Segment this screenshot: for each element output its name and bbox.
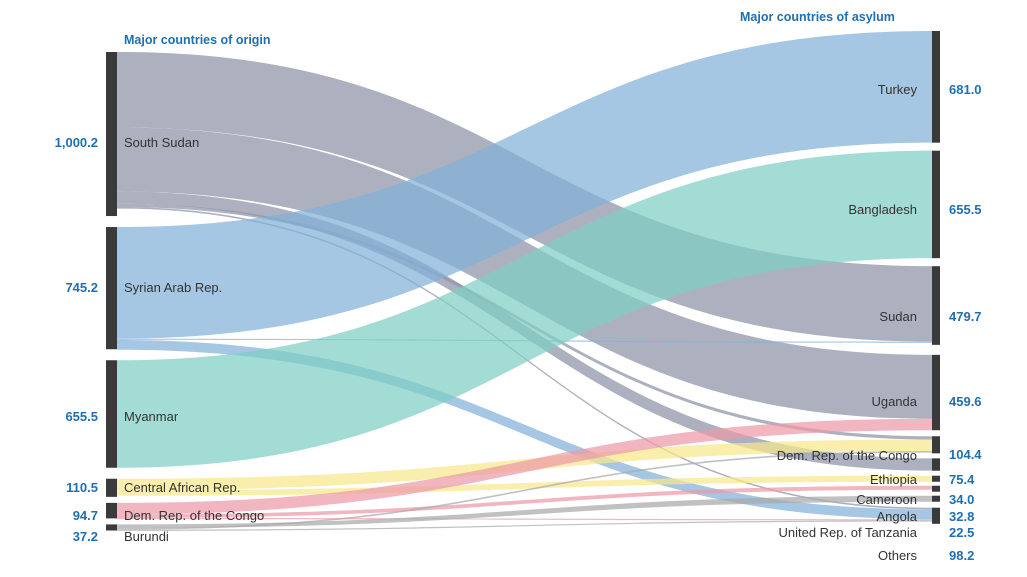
origin-bar-syria [106, 227, 117, 350]
asylum-value-turkey: 681.0 [949, 82, 982, 97]
origin-bar-south_sudan [106, 52, 117, 217]
asylum-value-tanzania: 22.5 [949, 525, 975, 540]
asylum-label-ethiopia: Ethiopia [870, 472, 917, 487]
asylum-label-tanzania: United Rep. of Tanzania [778, 525, 917, 540]
asylum-value-angola: 32.8 [949, 509, 975, 524]
origin-value-syria: 745.2 [65, 280, 98, 295]
origin-label-syria: Syrian Arab Rep. [124, 280, 223, 295]
flow-syria-to-others [117, 339, 932, 520]
flow-burundi-to-others [117, 520, 932, 531]
flow-drc-to-others [117, 517, 932, 521]
flow-drc-to-uganda [117, 418, 932, 515]
asylum-value-others: 98.2 [949, 548, 975, 563]
asylum-bar-angola [932, 485, 940, 492]
flow-drc-to-angola [117, 485, 932, 518]
origin-value-south-sudan: 1,000.2 [54, 135, 98, 150]
asylum-header: Major countries of asylum [740, 10, 895, 24]
origin-value-burundi: 37.2 [72, 529, 98, 544]
asylum-label-sudan: Sudan [879, 309, 917, 324]
flow-links [117, 31, 932, 531]
origin-label-car: Central African Rep. [124, 480, 241, 495]
asylum-label-others: Others [877, 548, 917, 563]
origin-label-south-sudan: South Sudan [124, 135, 200, 150]
origin-bar-drc [106, 502, 117, 519]
flow-burundi-to-tanzania [117, 495, 932, 529]
origin-label-drc: Dem. Rep. of the Congo [124, 508, 265, 523]
asylum-value-sudan: 479.7 [949, 309, 982, 324]
asylum-bar-turkey [932, 31, 940, 143]
asylum-bar-bangladesh [932, 150, 940, 259]
asylum-label-turkey: Turkey [877, 82, 917, 97]
origin-label-myanmar: Myanmar [124, 409, 179, 424]
asylum-value-bangladesh: 655.5 [949, 202, 982, 217]
flow-myanmar-to-bangladesh [117, 150, 932, 468]
origin-header: Major countries of origin [124, 33, 271, 47]
origin-value-car: 110.5 [66, 480, 98, 495]
origin-value-myanmar: 655.5 [65, 409, 98, 424]
asylum-value-cameroon: 34.0 [949, 492, 975, 507]
node-bars [106, 31, 940, 531]
asylum-bar-others [932, 507, 940, 524]
flow-car-to-cameroon [117, 475, 932, 496]
asylum-label-drc: Dem. Rep. of the Congo [776, 448, 917, 463]
asylum-bar-ethiopia [932, 458, 940, 471]
asylum-label-bangladesh: Bangladesh [848, 202, 917, 217]
asylum-value-uganda: 459.6 [949, 394, 982, 409]
asylum-label-cameroon: Cameroon [856, 492, 917, 507]
asylum-bar-drc_a [932, 436, 940, 454]
origin-bar-car [106, 478, 117, 497]
asylum-value-ethiopia: 75.4 [949, 472, 975, 487]
asylum-label-angola: Angola [876, 509, 917, 524]
asylum-bar-cameroon [932, 475, 940, 482]
asylum-bar-uganda [932, 354, 940, 431]
flow-burundi-to-drc_a [117, 450, 932, 530]
origin-label-burundi: Burundi [124, 529, 169, 544]
asylum-bar-tanzania [932, 495, 940, 502]
asylum-label-uganda: Uganda [871, 394, 917, 409]
origin-bar-myanmar [106, 360, 117, 468]
origin-value-drc: 94.7 [72, 508, 98, 523]
asylum-value-drc: 104.4 [949, 447, 982, 462]
asylum-bar-sudan [932, 266, 940, 345]
flow-syria-to-turkey [117, 31, 932, 339]
origin-bar-burundi [106, 524, 117, 531]
